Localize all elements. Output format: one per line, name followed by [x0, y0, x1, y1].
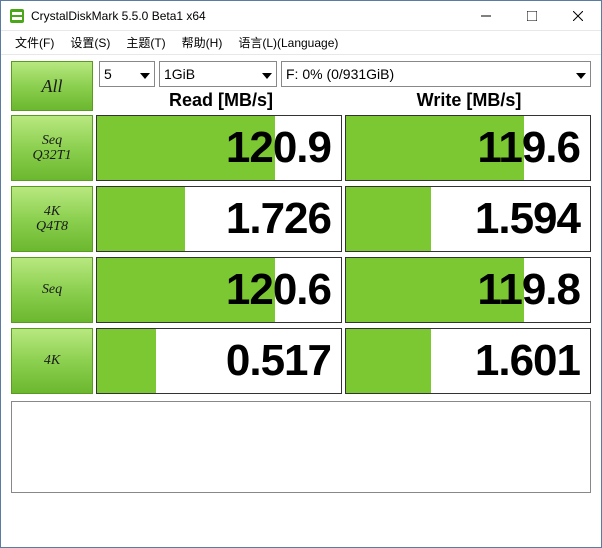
- read-cell: 0.517: [96, 328, 342, 394]
- test-button-1[interactable]: 4KQ4T8: [11, 186, 93, 252]
- chevron-down-icon: [140, 66, 150, 82]
- all-button[interactable]: All: [11, 61, 93, 111]
- write-cell: 1.601: [345, 328, 591, 394]
- value-fill: [97, 329, 156, 393]
- all-button-label: All: [42, 76, 63, 97]
- read-value: 0.517: [226, 336, 331, 386]
- test-button-label: Seq: [42, 133, 62, 148]
- menu-settings[interactable]: 设置(S): [64, 32, 116, 53]
- result-row: Seq 120.6 119.8: [11, 257, 591, 323]
- drive-select[interactable]: F: 0% (0/931GiB): [281, 61, 591, 87]
- read-cell: 120.6: [96, 257, 342, 323]
- write-cell: 119.8: [345, 257, 591, 323]
- app-window: CrystalDiskMark 5.5.0 Beta1 x64 文件(F) 设置…: [0, 0, 602, 548]
- value-fill: [97, 187, 185, 251]
- write-cell: 1.594: [345, 186, 591, 252]
- read-header: Read [MB/s]: [99, 89, 343, 113]
- menu-theme[interactable]: 主题(T): [120, 32, 171, 53]
- runs-value: 5: [104, 66, 112, 82]
- write-value: 119.8: [477, 265, 580, 315]
- window-title: CrystalDiskMark 5.5.0 Beta1 x64: [31, 9, 463, 23]
- info-panel: [11, 401, 591, 493]
- result-row: SeqQ32T1 120.9 119.6: [11, 115, 591, 181]
- size-select[interactable]: 1GiB: [159, 61, 277, 87]
- value-fill: [346, 329, 431, 393]
- test-button-2[interactable]: Seq: [11, 257, 93, 323]
- runs-select[interactable]: 5: [99, 61, 155, 87]
- read-value: 120.9: [226, 123, 331, 173]
- titlebar: CrystalDiskMark 5.5.0 Beta1 x64: [1, 1, 601, 31]
- write-value: 1.594: [475, 194, 580, 244]
- write-value: 1.601: [475, 336, 580, 386]
- controls-row: All 5 1GiB F: 0% (0/931GiB): [11, 61, 591, 111]
- read-value: 120.6: [226, 265, 331, 315]
- result-row: 4K 0.517 1.601: [11, 328, 591, 394]
- content-area: All 5 1GiB F: 0% (0/931GiB): [1, 55, 601, 547]
- minimize-button[interactable]: [463, 1, 509, 31]
- size-value: 1GiB: [164, 66, 195, 82]
- write-cell: 119.6: [345, 115, 591, 181]
- value-fill: [346, 187, 431, 251]
- chevron-down-icon: [576, 66, 586, 82]
- test-button-sublabel: Q32T1: [33, 148, 72, 163]
- read-value: 1.726: [226, 194, 331, 244]
- chevron-down-icon: [262, 66, 272, 82]
- maximize-button[interactable]: [509, 1, 555, 31]
- results-container: SeqQ32T1120.9119.64KQ4T81.7261.594Seq120…: [11, 115, 591, 399]
- window-controls: [463, 1, 601, 31]
- test-button-label: Seq: [42, 282, 62, 297]
- drive-value: F: 0% (0/931GiB): [286, 66, 394, 82]
- test-button-label: 4K: [44, 353, 60, 368]
- read-cell: 1.726: [96, 186, 342, 252]
- test-button-0[interactable]: SeqQ32T1: [11, 115, 93, 181]
- test-button-3[interactable]: 4K: [11, 328, 93, 394]
- headers-row: Read [MB/s] Write [MB/s]: [99, 89, 591, 113]
- test-button-sublabel: Q4T8: [36, 219, 68, 234]
- close-button[interactable]: [555, 1, 601, 31]
- test-button-label: 4K: [44, 204, 60, 219]
- result-row: 4KQ4T8 1.726 1.594: [11, 186, 591, 252]
- menu-help[interactable]: 帮助(H): [176, 32, 229, 53]
- menu-language[interactable]: 语言(L)(Language): [232, 32, 344, 53]
- write-value: 119.6: [477, 123, 580, 173]
- menu-file[interactable]: 文件(F): [9, 32, 60, 53]
- app-icon: [9, 8, 25, 24]
- read-cell: 120.9: [96, 115, 342, 181]
- menubar: 文件(F) 设置(S) 主题(T) 帮助(H) 语言(L)(Language): [1, 31, 601, 55]
- write-header: Write [MB/s]: [347, 89, 591, 113]
- selects-row: 5 1GiB F: 0% (0/931GiB): [99, 61, 591, 87]
- right-controls: 5 1GiB F: 0% (0/931GiB) Read [MB/s] Writ…: [99, 61, 591, 113]
